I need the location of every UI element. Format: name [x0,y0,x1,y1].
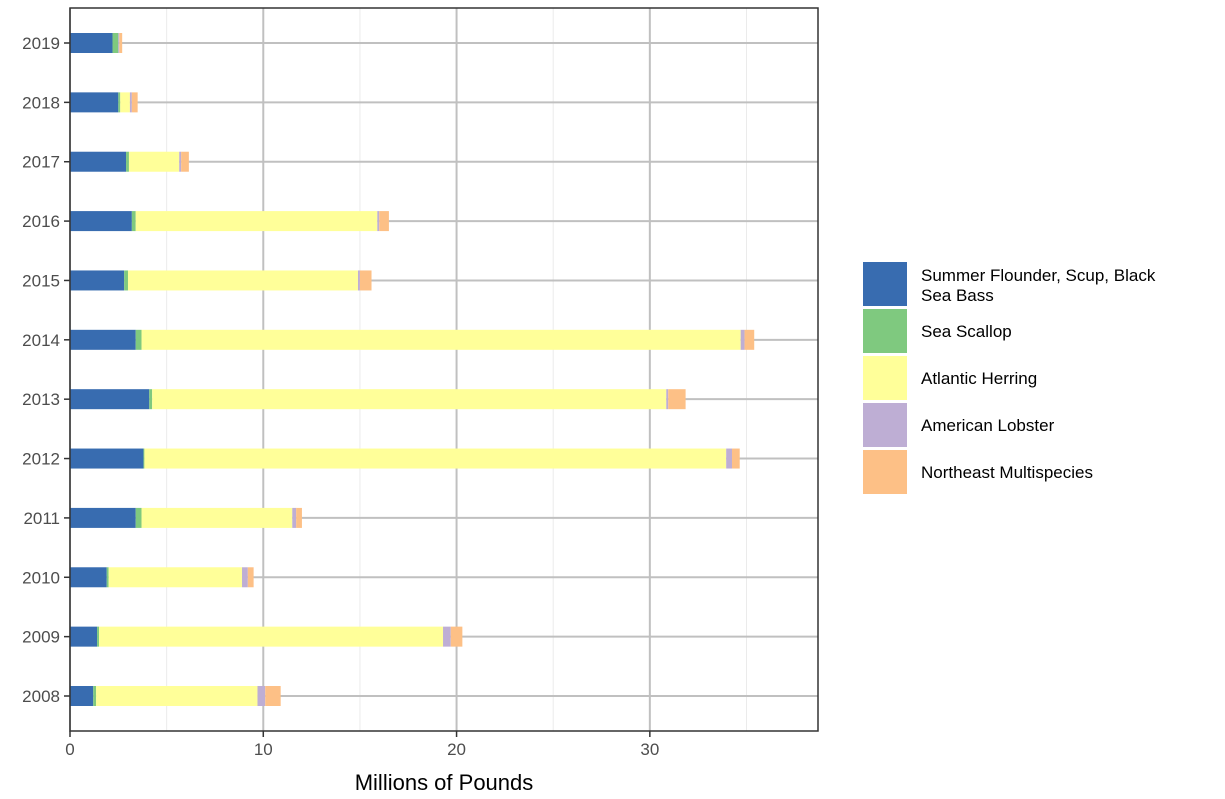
bar-segment [70,270,125,291]
bar-segment [740,329,745,350]
bar-segment [97,626,99,647]
bar-segment [242,567,248,588]
bar-segment [179,151,182,172]
bar-segment [450,626,463,647]
y-tick-label: 2015 [22,271,60,290]
bar-segment [129,92,132,113]
bar-segment [141,329,741,350]
x-tick-label: 30 [640,740,659,759]
bar-segment [96,686,258,706]
gridlines [69,8,818,731]
legend-label: Summer Flounder, Scup, Black Sea Bass [921,266,1156,305]
x-axis-title: Millions of Pounds [355,770,534,795]
legend-key [863,309,907,353]
bar-segment [70,389,150,410]
bar-segment [70,567,107,588]
legend-item: Summer Flounder, Scup, Black Sea Bass [863,262,1156,306]
bar-segment [70,626,98,647]
bar-segment [143,448,145,469]
bar-segment [126,151,129,172]
bar-segment [70,686,94,706]
bar-segment [257,686,266,706]
bar-segment [120,92,130,113]
bar-segment [128,151,180,172]
bar-segment [131,211,136,232]
bar-segment [379,211,389,232]
y-tick-label: 2016 [22,212,60,231]
bar-segment [70,507,136,528]
y-axis: 2008 2009 2010 2011 2012 2013 2014 2015 2016 2017… [22,34,70,706]
bar-segment [70,329,136,350]
legend-label: Northeast Multispecies [921,463,1093,482]
bar-segment [135,329,142,350]
bar-segment [265,686,281,706]
bar-segment [124,270,128,291]
bar-segment [443,626,451,647]
bar-segment [70,448,144,469]
legend-key [863,356,907,400]
legend-item: American Lobster [863,403,1055,447]
bar-segment [131,92,138,113]
bar-segment [357,270,360,291]
bars [70,33,755,706]
bar-segment [70,92,119,113]
y-tick-label: 2019 [22,34,60,53]
bar-segment [181,151,189,172]
bar-segment [292,507,297,528]
bar-segment [731,448,740,469]
bar-segment [744,329,755,350]
legend-item: Atlantic Herring [863,356,1037,400]
bar-segment [112,33,119,53]
x-tick-label: 10 [254,740,273,759]
y-tick-label: 2008 [22,687,60,706]
y-tick-label: 2010 [22,568,60,587]
bar-segment [118,33,120,53]
legend-label: Sea Scallop [921,322,1012,341]
legend: Summer Flounder, Scup, Black Sea Bass Sea … [863,262,1156,494]
bar-segment [135,211,378,232]
x-tick-label: 0 [65,740,74,759]
bar-segment [296,507,302,528]
legend-key [863,262,907,306]
bar-segment [118,92,121,113]
bar-segment [247,567,254,588]
bar-segment [70,211,132,232]
bar-segment [144,448,727,469]
bar-segment [149,389,153,410]
bar-segment [70,151,127,172]
legend-label: American Lobster [921,416,1055,435]
y-tick-label: 2013 [22,390,60,409]
bar-segment [127,270,358,291]
plot-panel-border [69,7,819,732]
y-tick-label: 2017 [22,153,60,172]
bar-segment [359,270,372,291]
y-tick-label: 2009 [22,628,60,647]
bar-segment [70,33,113,53]
bar-segment [119,33,123,53]
y-tick-label: 2011 [23,509,60,528]
legend-item: Sea Scallop [863,309,1012,353]
legend-label: Atlantic Herring [921,369,1037,388]
bar-segment [377,211,380,232]
bar-segment [726,448,732,469]
y-tick-label: 2018 [22,93,60,112]
bar-segment [106,567,109,588]
bar-segment [152,389,667,410]
x-axis: 0 10 20 30 [65,731,659,759]
y-tick-label: 2014 [22,331,60,350]
bar-segment [93,686,97,706]
bar-segment [141,507,293,528]
y-tick-label: 2012 [22,450,60,469]
legend-key [863,403,907,447]
legend-item: Northeast Multispecies [863,450,1093,494]
bar-segment [98,626,444,647]
legend-key [863,450,907,494]
x-tick-label: 20 [447,740,466,759]
bar-segment [135,507,142,528]
bar-segment [668,389,686,410]
bar-segment [108,567,243,588]
bar-segment [666,389,669,410]
